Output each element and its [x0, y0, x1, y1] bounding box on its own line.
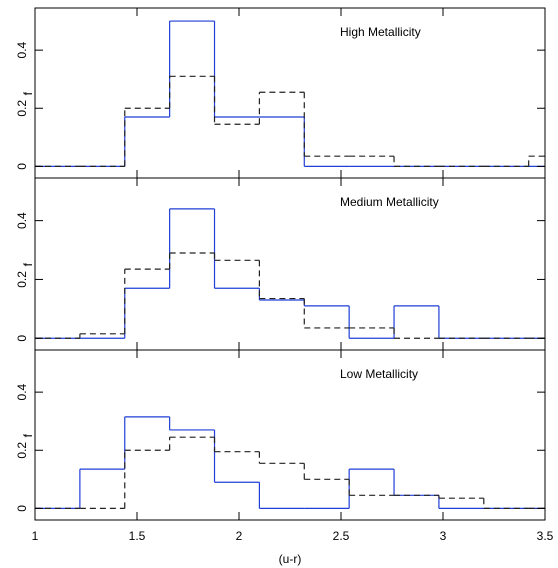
panel-frame: [34, 177, 546, 351]
y-tick-label: 0: [15, 163, 29, 170]
y-axis-label: f: [21, 433, 35, 437]
y-axis-label: f: [21, 262, 35, 266]
y-tick-label: 0.2: [15, 100, 29, 117]
panel-title: Low Metallicity: [340, 367, 418, 381]
y-tick-label: 0: [15, 505, 29, 512]
x-tick-label: 1.5: [129, 529, 146, 543]
panel: [35, 208, 545, 339]
panel-frame: [34, 349, 546, 521]
y-tick-label: 0: [15, 335, 29, 342]
x-tick-label: 2.5: [333, 529, 350, 543]
x-tick-label: 3.5: [537, 529, 554, 543]
y-tick-label: 0.4: [15, 383, 29, 400]
y-axis-label: f: [21, 91, 35, 95]
panel: [35, 416, 545, 509]
x-tick-label: 2: [236, 529, 243, 543]
y-tick-label: 0.4: [15, 212, 29, 229]
x-tick-label: 3: [440, 529, 447, 543]
x-axis-label: (u-r): [279, 552, 302, 566]
y-tick-label: 0.2: [15, 271, 29, 288]
x-tick-label: 1: [32, 529, 39, 543]
y-tick-label: 0.4: [15, 41, 29, 58]
panel-title: High Metallicity: [340, 25, 421, 39]
y-tick-label: 0.2: [15, 442, 29, 459]
panel-frame: [34, 7, 546, 179]
panel-title: Medium Metallicity: [340, 195, 439, 209]
panel: [35, 20, 545, 167]
